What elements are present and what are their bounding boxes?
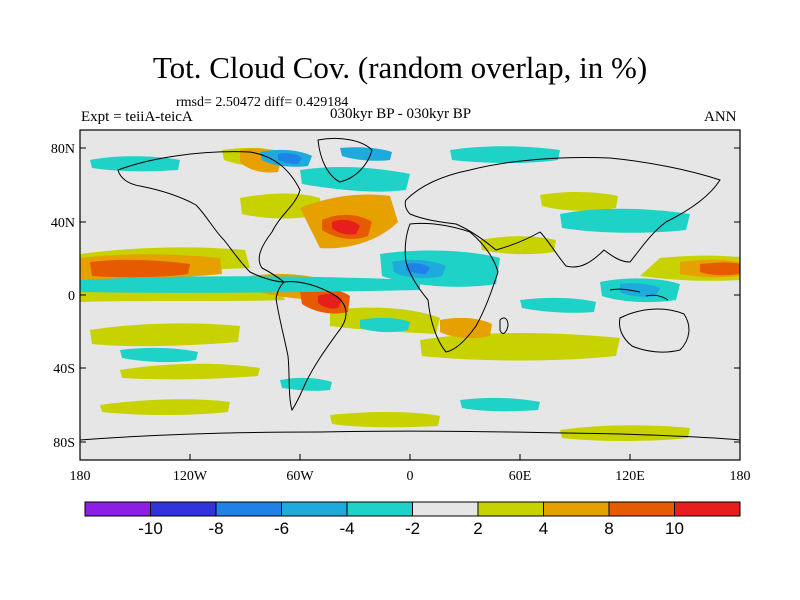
- colorbar-swatch: [215, 501, 282, 517]
- lon-tick-0: 0: [407, 469, 414, 484]
- coast-north-america: [117, 151, 301, 283]
- coast-antarctica: [80, 430, 740, 441]
- lat-axis: [80, 147, 740, 443]
- colorbar-swatch: [84, 501, 151, 517]
- lat-tick-80s: 80S: [53, 436, 75, 451]
- coast-eurasia: [404, 157, 721, 268]
- colorbar-swatch: [346, 501, 413, 517]
- lon-axis: [79, 454, 741, 460]
- season-label: ANN: [704, 109, 737, 125]
- colorbar-swatch: [674, 501, 741, 517]
- lat-tick-40n: 40N: [51, 216, 75, 231]
- colorbar-label: -8: [208, 519, 223, 538]
- colorbar-label: -6: [274, 519, 289, 538]
- coast-madagascar: [499, 317, 509, 334]
- fill-level-minus6-8: [278, 153, 430, 274]
- colorbar-swatch: [608, 501, 675, 517]
- plot-title: Tot. Cloud Cov. (random overlap, in %): [152, 50, 648, 85]
- colorbar-label: -10: [138, 519, 163, 538]
- experiment-label: Expt = teiiA-teicA: [81, 109, 193, 125]
- colorbar-label: 8: [604, 519, 613, 538]
- lon-tick-180-left: 180: [70, 469, 91, 484]
- colorbar-swatch: [412, 501, 479, 517]
- colorbar-swatch: [150, 501, 217, 517]
- coast-australia: [619, 308, 690, 353]
- lat-tick-80n: 80N: [51, 142, 75, 157]
- colorbar-label: 10: [665, 519, 684, 538]
- stats-label: rmsd= 2.50472 diff= 0.429184: [176, 95, 349, 110]
- colorbar-label: -2: [405, 519, 420, 538]
- period-label: 030kyr BP - 030kyr BP: [330, 106, 472, 122]
- map-panel: [79, 129, 741, 461]
- colorbar-swatch: [477, 501, 544, 517]
- colorbar-label: 4: [539, 519, 548, 538]
- lon-tick-180-right: 180: [730, 469, 751, 484]
- coast-africa: [404, 223, 499, 353]
- colorbar: -10 -8 -6 -4 -2 2 4 8 10: [84, 501, 741, 538]
- colorbar-label: -4: [339, 519, 354, 538]
- lon-tick-60e: 60E: [509, 469, 532, 484]
- lat-tick-40s: 40S: [53, 362, 75, 377]
- lat-tick-0: 0: [68, 289, 75, 304]
- contour-fills: [80, 146, 740, 441]
- lon-tick-120e: 120E: [615, 469, 645, 484]
- coast-greenland: [317, 137, 373, 183]
- fill-level-minus2-4: [80, 146, 690, 412]
- lon-tick-60w: 60W: [286, 469, 314, 484]
- coast-indonesia: [609, 288, 669, 301]
- lon-tick-120w: 120W: [173, 469, 208, 484]
- colorbar-label: 2: [473, 519, 482, 538]
- coastlines: [80, 137, 740, 441]
- coast-south-america: [275, 281, 347, 412]
- colorbar-swatch: [543, 501, 610, 517]
- fill-level-above-10: [318, 219, 360, 309]
- colorbar-swatch: [281, 501, 348, 517]
